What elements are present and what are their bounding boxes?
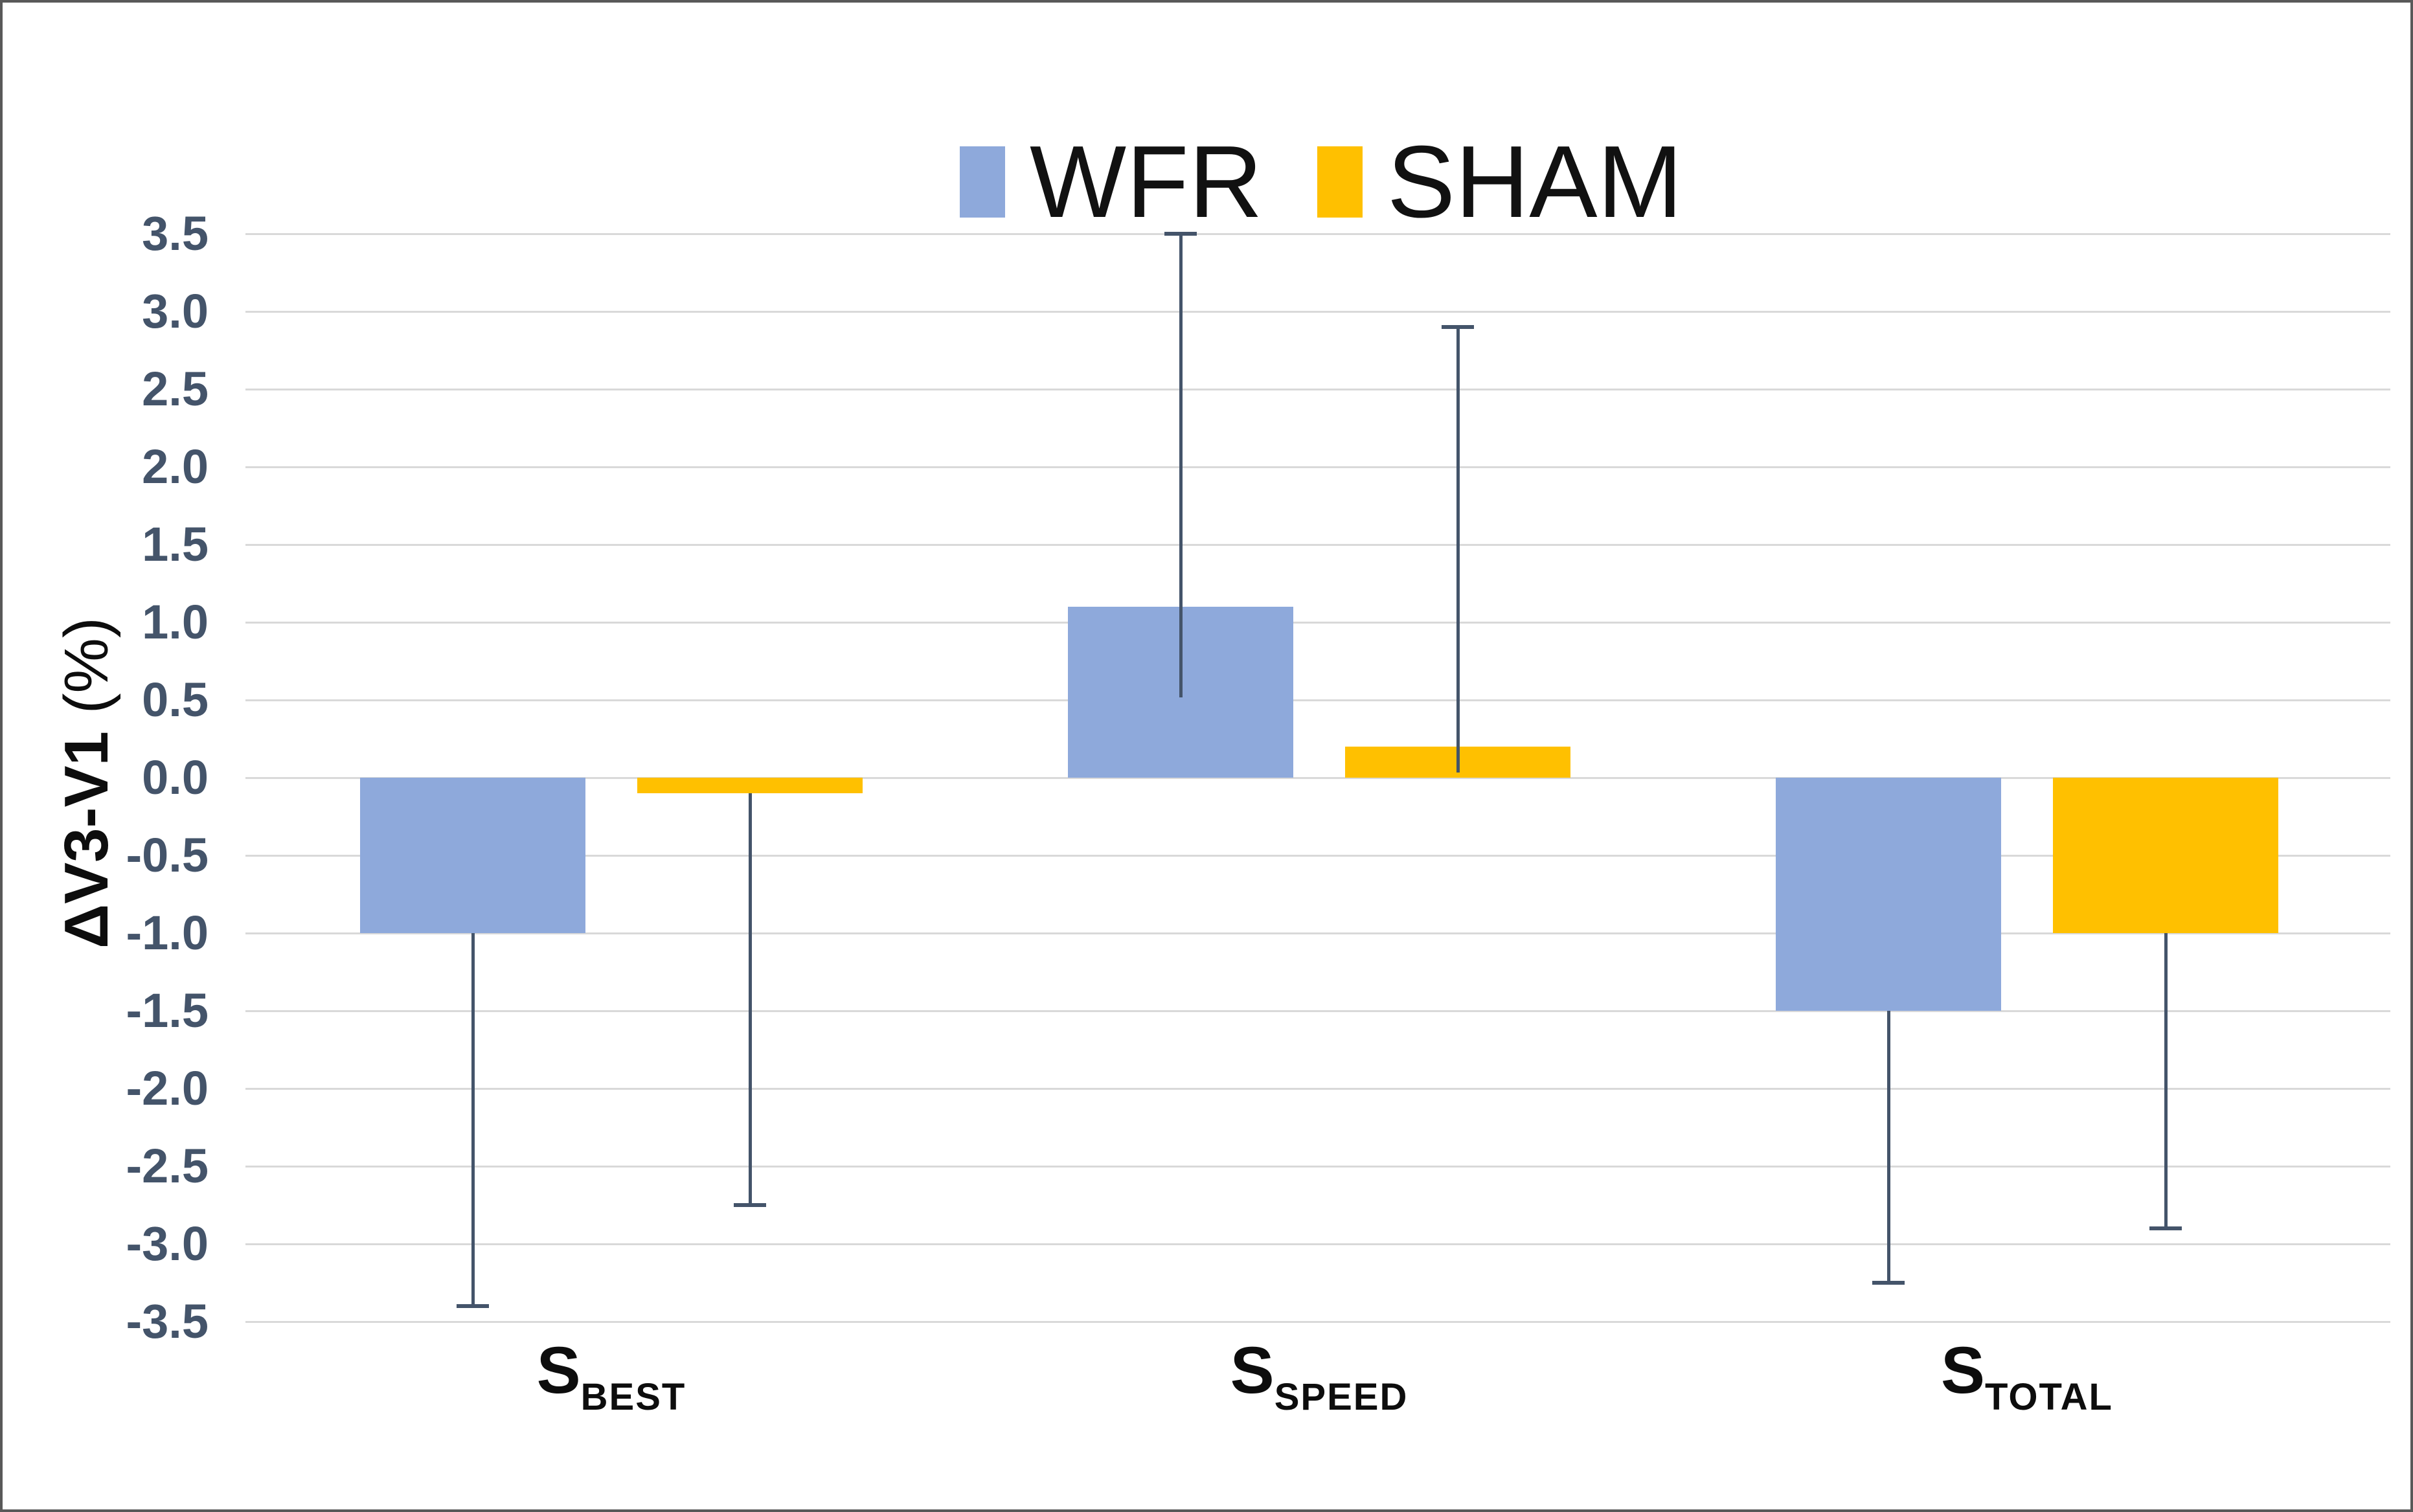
gridline xyxy=(245,699,2390,701)
error-bar xyxy=(1179,234,1183,697)
gridline xyxy=(245,1165,2390,1168)
error-bar-cap xyxy=(1442,325,1474,329)
category-label-speed: SSPEED xyxy=(1112,1331,1526,1419)
legend-item-wfr: WFR xyxy=(960,125,1263,239)
legend-item-sham: SHAM xyxy=(1317,125,1683,239)
y-tick-label: 2.0 xyxy=(142,440,209,493)
gridline xyxy=(245,543,2390,546)
error-bar-cap xyxy=(457,1304,489,1308)
category-label-subscript: BEST xyxy=(580,1376,686,1418)
gridline xyxy=(245,1320,2390,1323)
plot-area: 3.5 3.0 2.5 2.0 1.5 1.0 0.5 0.0 -0.5 -1.0 -1.5 -2.0… xyxy=(3,3,2410,1509)
gridline xyxy=(245,1010,2390,1012)
y-tick-label: 1.5 xyxy=(142,517,209,571)
gridline xyxy=(245,232,2390,235)
category-label-main: S xyxy=(1941,1333,1986,1407)
category-label-subscript: TOTAL xyxy=(1985,1376,2113,1418)
bar-sham-total xyxy=(2053,778,2278,933)
error-bar xyxy=(1886,1011,1890,1283)
y-tick-label: -1.5 xyxy=(126,984,209,1037)
error-bar xyxy=(748,793,752,1205)
y-tick-label: 3.0 xyxy=(142,284,209,338)
error-bar-cap xyxy=(734,1203,766,1207)
gridline xyxy=(245,1243,2390,1245)
gridline xyxy=(245,621,2390,624)
error-bar xyxy=(1456,327,1460,773)
category-label-best: SBEST xyxy=(404,1331,819,1419)
y-tick-label: 3.5 xyxy=(142,207,209,260)
y-tick-label: 0.5 xyxy=(142,673,209,727)
legend-label-wfr: WFR xyxy=(1030,125,1263,239)
bar-sham-best xyxy=(637,778,863,793)
gridline xyxy=(245,1087,2390,1090)
y-tick-label: -2.5 xyxy=(126,1139,209,1193)
y-tick-label: -3.0 xyxy=(126,1217,209,1270)
y-tick-label: 0.0 xyxy=(142,750,209,804)
gridline xyxy=(245,854,2390,857)
category-label-main: S xyxy=(536,1333,581,1407)
error-bar xyxy=(2164,933,2168,1228)
sham-legend-swatch-icon xyxy=(1317,146,1363,218)
legend: WFR SHAM xyxy=(960,125,1683,239)
wfr-legend-swatch-icon xyxy=(960,146,1005,218)
y-tick-label: -1.0 xyxy=(126,906,209,960)
category-label-subscript: SPEED xyxy=(1274,1376,1409,1418)
gridline xyxy=(245,932,2390,934)
error-bar-cap xyxy=(1872,1281,1905,1285)
gridline xyxy=(245,388,2390,390)
y-tick-label: 1.0 xyxy=(142,595,209,649)
y-tick-label: -2.0 xyxy=(126,1061,209,1115)
gridline xyxy=(245,776,2390,779)
bar-wfr-total xyxy=(1776,778,2001,1011)
category-label-main: S xyxy=(1230,1333,1274,1407)
legend-label-sham: SHAM xyxy=(1387,125,1683,239)
error-bar-cap xyxy=(1164,232,1197,236)
gridline xyxy=(245,466,2390,468)
category-label-total: STOTAL xyxy=(1820,1331,2234,1419)
y-tick-label: -0.5 xyxy=(126,828,209,882)
error-bar xyxy=(471,933,475,1306)
y-tick-label: 2.5 xyxy=(142,362,209,416)
error-bar-cap xyxy=(2149,1226,2182,1230)
gridline xyxy=(245,310,2390,313)
y-tick-label: -3.5 xyxy=(126,1294,209,1348)
bar-wfr-best xyxy=(360,778,585,933)
